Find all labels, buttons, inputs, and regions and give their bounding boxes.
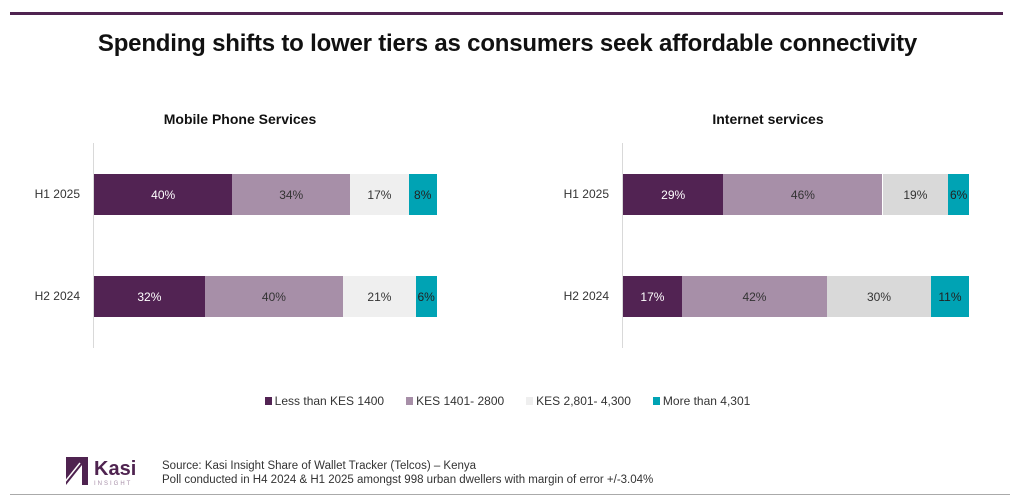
bar-segment: 40%: [204, 276, 344, 317]
legend-item: KES 2,801- 4,300: [526, 394, 631, 408]
bar-segment: 11%: [930, 276, 969, 317]
category-label: H2 2024: [34, 289, 80, 303]
bar-segment: 30%: [827, 276, 931, 317]
bar-segment: 19%: [882, 174, 949, 215]
svg-text:Kasi: Kasi: [94, 458, 136, 480]
kasi-logo-icon: Kasi INSIGHT: [63, 457, 136, 487]
category-label: H1 2025: [34, 187, 80, 201]
category-label: H2 2024: [563, 289, 609, 303]
bar-segment: 40%: [94, 174, 233, 215]
y-axis-line: [93, 143, 94, 348]
category-label: H1 2025: [563, 187, 609, 201]
legend: Less than KES 1400 KES 1401- 2800 KES 2,…: [0, 394, 1015, 408]
bar-segment: 8%: [408, 174, 437, 215]
legend-swatch: [406, 397, 414, 405]
bar-segment: 21%: [343, 276, 416, 317]
legend-item: KES 1401- 2800: [406, 394, 504, 408]
bottom-rule: [10, 494, 1010, 495]
bar-segment: 17%: [350, 174, 409, 215]
top-rule: [10, 12, 1003, 15]
bar-segment: 29%: [623, 174, 724, 215]
legend-swatch: [264, 397, 272, 405]
page-title: Spending shifts to lower tiers as consum…: [97, 30, 918, 57]
bar-segment: 6%: [948, 174, 969, 215]
chart-title: Mobile Phone Services: [163, 111, 317, 127]
kasi-logo: Kasi INSIGHT: [62, 455, 152, 492]
bar-segment: 42%: [681, 276, 828, 317]
bar-segment: 32%: [94, 276, 205, 317]
legend-item: More than 4,301: [652, 394, 750, 408]
y-axis-line: [622, 143, 623, 348]
legend-swatch: [526, 397, 534, 405]
bar-segment: 34%: [232, 174, 351, 215]
poll-note: Poll conducted in H4 2024 & H1 2025 amon…: [162, 474, 654, 486]
bar-segment: 6%: [415, 276, 437, 317]
bar-segment: 17%: [623, 276, 682, 317]
chart-title: Internet services: [712, 111, 824, 127]
bar-segment: 46%: [723, 174, 883, 215]
legend-item: Less than KES 1400: [264, 394, 384, 408]
source-note: Source: Kasi Insight Share of Wallet Tra…: [162, 459, 653, 487]
source-text: Source: Kasi Insight Share of Wallet Tra…: [162, 460, 477, 472]
svg-text:INSIGHT: INSIGHT: [94, 481, 132, 487]
legend-swatch: [652, 397, 660, 405]
